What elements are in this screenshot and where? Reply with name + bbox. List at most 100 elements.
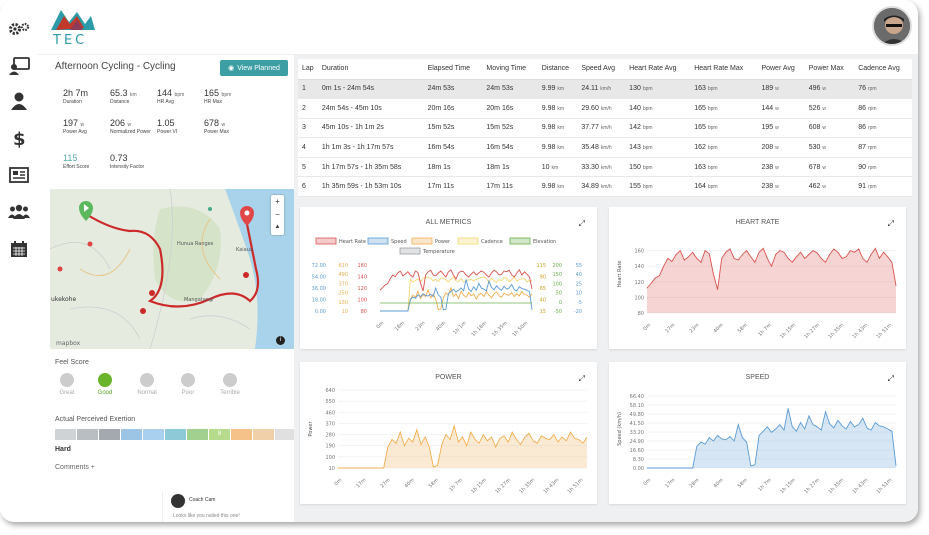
calendar-icon[interactable] — [8, 238, 30, 260]
exertion-level[interactable] — [143, 429, 164, 440]
laps-col-header[interactable]: Power Max — [804, 59, 855, 80]
comments-add-link[interactable]: Comments + — [55, 464, 95, 471]
data-point — [787, 258, 789, 259]
route-map[interactable]: Hunua Ranges Kaiaua Mangatangi ukekohe m… — [50, 189, 294, 349]
eye-icon: ◉ — [228, 65, 235, 72]
laps-cell: 1h 17m 57s - 1h 35m 58s — [317, 157, 424, 178]
y-tick-label: 100 — [634, 295, 644, 301]
series-line — [379, 268, 533, 292]
laps-row[interactable]: 2 24m 54s - 45m 10s 20m 16s 20m 16s 9.98 km 2… — [298, 98, 912, 119]
exertion-level[interactable] — [231, 429, 252, 440]
exertion-level[interactable] — [275, 429, 296, 440]
exertion-level[interactable] — [121, 429, 142, 440]
laps-cell: 144 w — [757, 98, 805, 119]
laps-col-header[interactable]: Heart Rate Avg — [625, 59, 691, 80]
laps-col-header[interactable]: Moving Time — [482, 59, 538, 80]
laps-row[interactable]: 5 1h 17m 57s - 1h 35m 58s 18m 1s 18m 1s 10 k… — [298, 157, 912, 178]
data-point — [688, 256, 689, 258]
tec-logo[interactable]: TEC — [50, 6, 96, 48]
expand-icon[interactable]: ⤢ — [887, 374, 894, 383]
laps-cell: 4 — [298, 137, 318, 158]
feel-terrible[interactable]: Terrible — [213, 373, 247, 396]
newspaper-icon[interactable] — [8, 164, 30, 186]
map-info-icon[interactable]: i — [276, 336, 285, 345]
exertion-level[interactable]: 8 — [209, 429, 230, 440]
laps-cell: 86 rpm — [854, 118, 912, 139]
data-point — [858, 248, 859, 250]
laps-cell: 163 bpm — [690, 157, 758, 178]
data-point — [582, 442, 584, 444]
settings-icon[interactable] — [8, 18, 30, 40]
user-avatar[interactable] — [872, 6, 912, 46]
data-point — [891, 262, 893, 263]
laps-cell: 155 bpm — [625, 176, 691, 198]
laps-col-header[interactable]: Distance — [537, 59, 578, 80]
exertion-level[interactable] — [187, 429, 208, 440]
data-point — [721, 438, 722, 440]
laps-row[interactable]: 3 45m 10s - 1h 1m 2s 15m 52s 15m 52s 9.98 km… — [298, 118, 912, 139]
laps-col-header[interactable]: Power Avg — [757, 59, 805, 80]
heart-rate-chart[interactable]: 80 100 120 140 160 Heart Rate 0m 17m 23m 40m 58m 1h… — [609, 207, 906, 349]
laps-col-header[interactable]: Heart Rate Max — [690, 59, 758, 80]
y-tick-label: 10 — [342, 309, 348, 315]
dollar-icon[interactable]: $ — [8, 127, 30, 149]
laps-row[interactable]: 1 0m 1s - 24m 54s 24m 53s 24m 53s 9.99 km 24.… — [298, 79, 912, 100]
feel-poor[interactable]: Poor — [171, 373, 205, 396]
data-point — [887, 428, 888, 430]
data-point — [655, 467, 656, 469]
laps-row[interactable]: 6 1h 35m 59s - 1h 53m 10s 17m 11s 17m 11s 9.… — [298, 176, 912, 198]
laps-cell: 164 bpm — [690, 176, 758, 198]
exertion-level[interactable] — [99, 429, 120, 440]
data-point — [565, 440, 567, 442]
laps-cell: 195 w — [757, 118, 805, 139]
coach-name: Coach Cam — [189, 497, 216, 503]
stat-power-avg: 197 w Power Avg — [63, 118, 87, 135]
group-icon[interactable] — [8, 200, 30, 222]
data-point — [528, 433, 530, 434]
laps-cell: 15m 52s — [482, 118, 538, 139]
speed-chart[interactable]: 0.00 8.30 16.60 24.90 33.20 41.50 49.80 58.10 66… — [609, 362, 906, 504]
zoom-in-button[interactable]: + — [275, 197, 280, 206]
feel-normal[interactable]: Normal — [130, 373, 164, 396]
exertion-level[interactable] — [55, 429, 76, 440]
feel-great[interactable]: Great — [50, 373, 84, 396]
data-point — [399, 431, 401, 433]
exertion-level[interactable] — [165, 429, 186, 440]
laps-col-header[interactable]: Cadence Avg — [854, 59, 912, 80]
data-point — [821, 429, 822, 431]
expand-icon[interactable]: ⤢ — [578, 374, 585, 383]
laps-cell: 87 rpm — [854, 137, 912, 158]
laps-col-header[interactable]: Elapsed Time — [423, 59, 483, 80]
exertion-level[interactable] — [77, 429, 98, 440]
x-tick-label: 1h 50m — [512, 320, 530, 338]
zoom-out-button[interactable]: − — [275, 210, 280, 219]
laps-cell: 9.98 km — [537, 176, 578, 198]
power-chart[interactable]: 10 100 190 280 370 460 550 640 Power 0m 17m 27m 40m 5… — [300, 362, 597, 504]
data-point — [821, 258, 822, 259]
feel-good[interactable]: Good — [88, 373, 122, 396]
view-planned-button[interactable]: ◉ View Planned — [220, 60, 288, 76]
data-point — [733, 258, 735, 259]
legend-label: Heart Rate — [339, 239, 366, 245]
data-point — [507, 441, 509, 443]
exertion-level[interactable] — [253, 429, 274, 440]
y-tick-label: 33.20 — [630, 430, 644, 436]
laps-col-header[interactable]: Duration — [317, 59, 424, 80]
data-point — [845, 428, 847, 430]
data-point — [453, 425, 455, 427]
user-icon[interactable] — [8, 90, 30, 112]
expand-icon[interactable]: ⤢ — [578, 219, 585, 228]
compass-button[interactable]: ▲ — [274, 224, 281, 230]
laps-cell: 9.98 km — [537, 98, 578, 119]
screen-user-icon[interactable] — [8, 55, 30, 77]
laps-col-header[interactable]: Lap — [298, 59, 318, 80]
data-point — [771, 265, 772, 267]
data-point — [650, 283, 652, 284]
exertion-selected-label: Hard — [55, 446, 71, 453]
all-metrics-chart[interactable]: Heart Rate Speed Power Cadence Elevation Temp… — [300, 207, 597, 349]
data-point — [466, 445, 467, 447]
y-tick-label: 24.90 — [630, 439, 644, 445]
expand-icon[interactable]: ⤢ — [887, 219, 894, 228]
laps-row[interactable]: 4 1h 1m 3s - 1h 17m 57s 16m 54s 16m 54s 9.98… — [298, 137, 912, 158]
laps-col-header[interactable]: Speed Avg — [577, 59, 626, 80]
